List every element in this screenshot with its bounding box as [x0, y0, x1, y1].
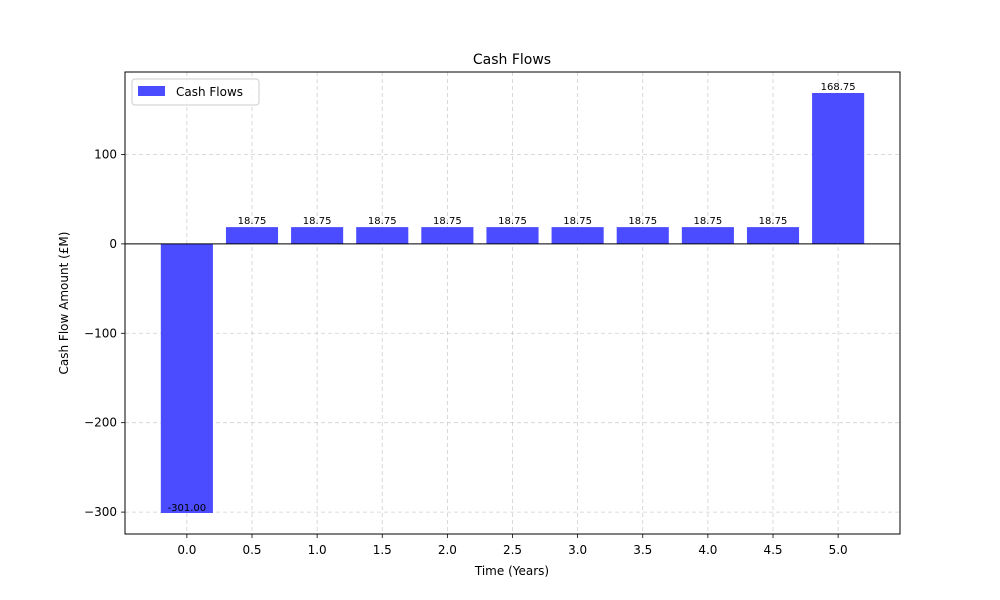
bar-value-label: 18.75 [303, 216, 332, 227]
bar-value-label: 18.75 [628, 216, 657, 227]
bar [160, 243, 213, 513]
bar-value-label: 18.75 [498, 216, 527, 227]
bar-value-label: 18.75 [759, 216, 788, 227]
bar-value-label: -301.00 [168, 503, 207, 514]
x-tick-label: 0.0 [177, 543, 196, 557]
y-axis-label: Cash Flow Amount (£M) [57, 232, 71, 375]
bar-value-label: 18.75 [368, 216, 397, 227]
y-tick-label: 100 [94, 147, 117, 161]
x-axis-label: Time (Years) [474, 564, 549, 578]
ticks-layer: 0.0 0.5 1.0 1.5 2.0 2.5 3.0 3.5 4.0 4.5 5.0 −300 −20… [84, 147, 848, 557]
x-tick-label: 2.5 [503, 543, 522, 557]
legend-label: Cash Flows [176, 85, 243, 99]
bar-value-label: 18.75 [563, 216, 592, 227]
bar [746, 227, 800, 244]
x-tick-label: 2.0 [438, 543, 457, 557]
bar [681, 227, 734, 244]
bar [616, 227, 669, 244]
y-tick-label: −100 [84, 326, 117, 340]
y-tick-label: 0 [109, 237, 117, 251]
bar-value-label: 18.75 [238, 216, 267, 227]
x-tick-label: 4.0 [698, 543, 717, 557]
x-tick-label: 4.5 [763, 543, 782, 557]
x-tick-label: 1.5 [373, 543, 392, 557]
x-tick-label: 1.0 [308, 543, 327, 557]
x-tick-label: 0.5 [242, 543, 261, 557]
bar-value-label: 168.75 [821, 82, 856, 93]
bar [291, 227, 344, 244]
x-tick-label: 3.5 [633, 543, 652, 557]
bar-value-label: 18.75 [433, 216, 462, 227]
y-tick-label: −200 [84, 416, 117, 430]
bar [486, 227, 539, 244]
legend: Cash Flows [131, 78, 260, 106]
bar [225, 227, 279, 244]
bar [356, 227, 409, 244]
legend-box [131, 78, 260, 106]
x-tick-label: 5.0 [829, 543, 848, 557]
legend-swatch [138, 86, 165, 96]
y-tick-label: −300 [84, 505, 117, 519]
bar [551, 227, 604, 244]
bar [421, 227, 474, 244]
bar-value-label: 18.75 [694, 216, 723, 227]
x-tick-label: 3.0 [568, 543, 587, 557]
bar-labels-layer: -301.00 18.75 18.75 18.75 18.75 18.75 18.75 18.… [168, 82, 856, 514]
chart-title: Cash Flows [473, 52, 551, 68]
grid-layer [125, 72, 900, 534]
bars-layer [160, 93, 865, 513]
bar [812, 93, 865, 244]
